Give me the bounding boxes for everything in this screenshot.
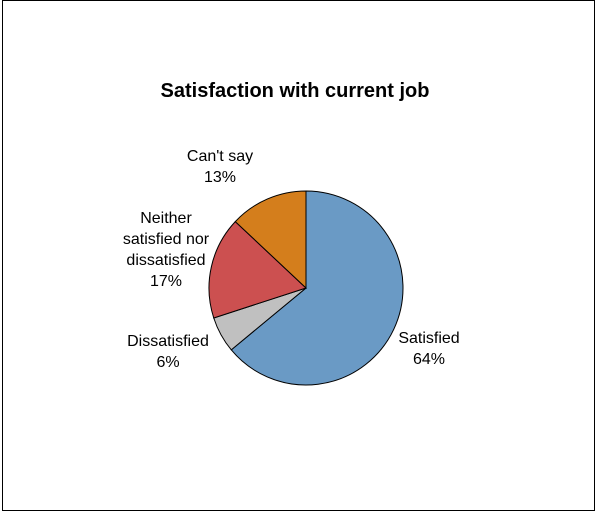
- pie-slice-0: [230, 190, 404, 386]
- pie-category-label: dissatisfied: [126, 252, 205, 269]
- pie-label-0: Satisfied 64%: [398, 330, 459, 368]
- pie-value-label: 64%: [413, 351, 445, 368]
- pie-value-label: 6%: [156, 354, 179, 371]
- pie-value-label: 13%: [204, 169, 236, 186]
- pie-category-label: Neither: [140, 210, 192, 227]
- pie-category-label: Can't say: [187, 148, 253, 165]
- pie-value-label: 17%: [150, 273, 182, 290]
- pie-category-label: Satisfied: [398, 330, 459, 347]
- pie-slice-2: [208, 220, 307, 319]
- pie-label-1: Dissatisfied 6%: [127, 333, 209, 371]
- pie-label-3: Can't say 13%: [187, 148, 253, 186]
- chart-title: Satisfaction with current job: [161, 80, 430, 102]
- pie-label-2: Neither satisfied nor dissatisfied 17%: [123, 210, 210, 290]
- pie-chart: Satisfaction with current job Satisfied 6…: [123, 80, 460, 386]
- pie-category-label: Dissatisfied: [127, 333, 209, 350]
- pie-slice-3: [234, 190, 307, 290]
- pie-labels: Satisfied 64% Dissatisfied 6% Neither satisfi…: [123, 148, 460, 371]
- pie-category-label: satisfied nor: [123, 231, 210, 248]
- pie-slices: [208, 190, 404, 386]
